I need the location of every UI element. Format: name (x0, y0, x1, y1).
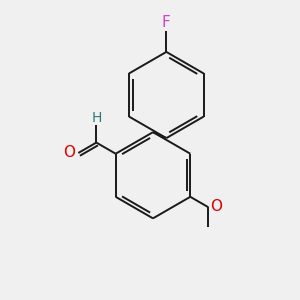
Text: O: O (63, 146, 75, 160)
Text: F: F (162, 15, 171, 30)
Text: O: O (210, 200, 222, 214)
Text: H: H (91, 111, 101, 125)
